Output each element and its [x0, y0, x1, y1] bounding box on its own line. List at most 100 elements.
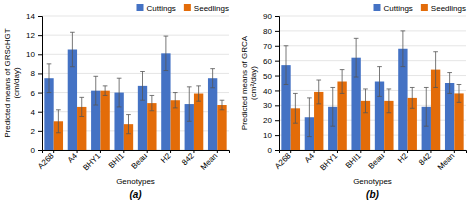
panel-label: (a): [129, 189, 142, 200]
tick: Beau: [130, 150, 150, 171]
tick: 0: [268, 146, 279, 155]
y-axis-title-line: (cm/day): [12, 67, 21, 98]
error-bar: [117, 78, 122, 107]
tick: 50: [263, 72, 279, 81]
grid-line: [42, 16, 229, 17]
tick-mark: [275, 120, 279, 121]
y-axis-title: Predicted means of GRScHGT(cm/day): [3, 28, 22, 137]
error-bar: [164, 36, 169, 70]
tick-mark: [275, 46, 279, 47]
grid-line: [279, 30, 466, 31]
tick-mark: [38, 16, 42, 17]
error-bar: [401, 31, 406, 67]
tick: 10: [26, 50, 42, 59]
legend-item: Seedlings: [421, 4, 466, 13]
error-bar: [340, 70, 345, 94]
legend-swatch: [374, 4, 381, 11]
tick: 70: [263, 42, 279, 51]
tick-label: A268: [273, 151, 293, 171]
tick-label: 842: [180, 151, 196, 167]
tick: BHI1: [344, 150, 363, 170]
tick-mark: [275, 16, 279, 17]
error-bar: [363, 89, 368, 113]
tick-mark: [290, 150, 291, 153]
error-bar: [150, 95, 155, 110]
tick: A268: [273, 150, 293, 171]
tick-label: 80: [263, 27, 272, 36]
tick-mark: [275, 135, 279, 136]
panel-label: (b): [366, 189, 379, 200]
tick-label: 40: [263, 87, 272, 96]
tick-mark: [275, 90, 279, 91]
error-bar: [330, 87, 335, 126]
grid-line: [279, 45, 466, 46]
x-axis-title: Genotypes: [116, 177, 155, 186]
tick: 30: [263, 101, 279, 110]
error-bar: [316, 80, 321, 104]
tick-label: 12: [26, 31, 35, 40]
tick: Mean: [436, 150, 457, 172]
legend-label: Cuttings: [384, 4, 413, 13]
error-bar: [79, 97, 84, 116]
tick: 80: [263, 27, 279, 36]
bar: [100, 91, 109, 150]
tick-label: 0: [268, 146, 273, 155]
tick: 14: [26, 12, 42, 21]
tick-mark: [275, 150, 279, 151]
panel: 0102030405060708090A268A4BHY1BHI1BeauH28…: [240, 4, 467, 200]
tick-mark: [38, 35, 42, 36]
tick-label: 842: [417, 151, 433, 167]
tick: 12: [26, 31, 42, 40]
tick-label: Mean: [436, 151, 457, 172]
error-bar: [47, 64, 52, 93]
tick-label: H2: [396, 151, 410, 165]
plot-area: [44, 32, 226, 150]
error-bar: [140, 72, 145, 101]
tick: 90: [263, 12, 279, 21]
tick-mark: [314, 150, 315, 153]
tick: Beau: [367, 150, 387, 171]
y-axis-title-line: Predicted means of GRScHGT: [3, 28, 12, 137]
error-bar: [126, 115, 131, 134]
plot-area: [281, 31, 463, 150]
tick-label: 60: [263, 57, 272, 66]
x-axis: A268 A4BHY1BHI1Beau H2 842Mean: [273, 150, 466, 172]
tick-mark: [430, 150, 431, 153]
bar-series: [54, 86, 227, 150]
grid-line: [279, 16, 466, 17]
tick-mark: [454, 150, 455, 153]
tick: 2: [31, 127, 42, 136]
tick-label: 8: [31, 69, 36, 78]
error-bar: [93, 76, 98, 105]
tick-label: 4: [31, 108, 36, 117]
tick-label: 10: [26, 50, 35, 59]
tick-label: H2: [159, 151, 173, 165]
tick: 4: [31, 108, 42, 117]
tick-label: 90: [263, 12, 272, 21]
error-bar: [433, 52, 438, 88]
tick-mark: [384, 150, 385, 153]
tick: BHY1: [318, 150, 340, 172]
legend: Cuttings Seedlings: [137, 4, 230, 13]
tick-mark: [193, 150, 194, 153]
error-bars: [293, 52, 461, 123]
legend-label: Seedlings: [194, 4, 229, 13]
tick-mark: [275, 61, 279, 62]
figure: 02468101214A268A4BHY1BHI1BeauH2842MeanPr…: [0, 0, 474, 206]
tick: 20: [263, 116, 279, 125]
tick: 842: [180, 150, 196, 167]
y-axis: 0102030405060708090: [263, 12, 279, 155]
legend-item: Cuttings: [137, 4, 176, 13]
error-bar: [187, 87, 192, 121]
grid: [42, 16, 229, 150]
tick-mark: [77, 150, 78, 153]
error-bars: [56, 86, 224, 134]
legend: Cuttings Seedlings: [374, 4, 467, 13]
tick-label: A4: [303, 151, 317, 165]
tick-mark: [38, 73, 42, 74]
tick: 842: [417, 150, 433, 167]
error-bar: [103, 86, 108, 96]
error-bar: [387, 89, 392, 113]
legend-label: Cuttings: [147, 4, 176, 13]
tick: A4: [66, 150, 80, 165]
